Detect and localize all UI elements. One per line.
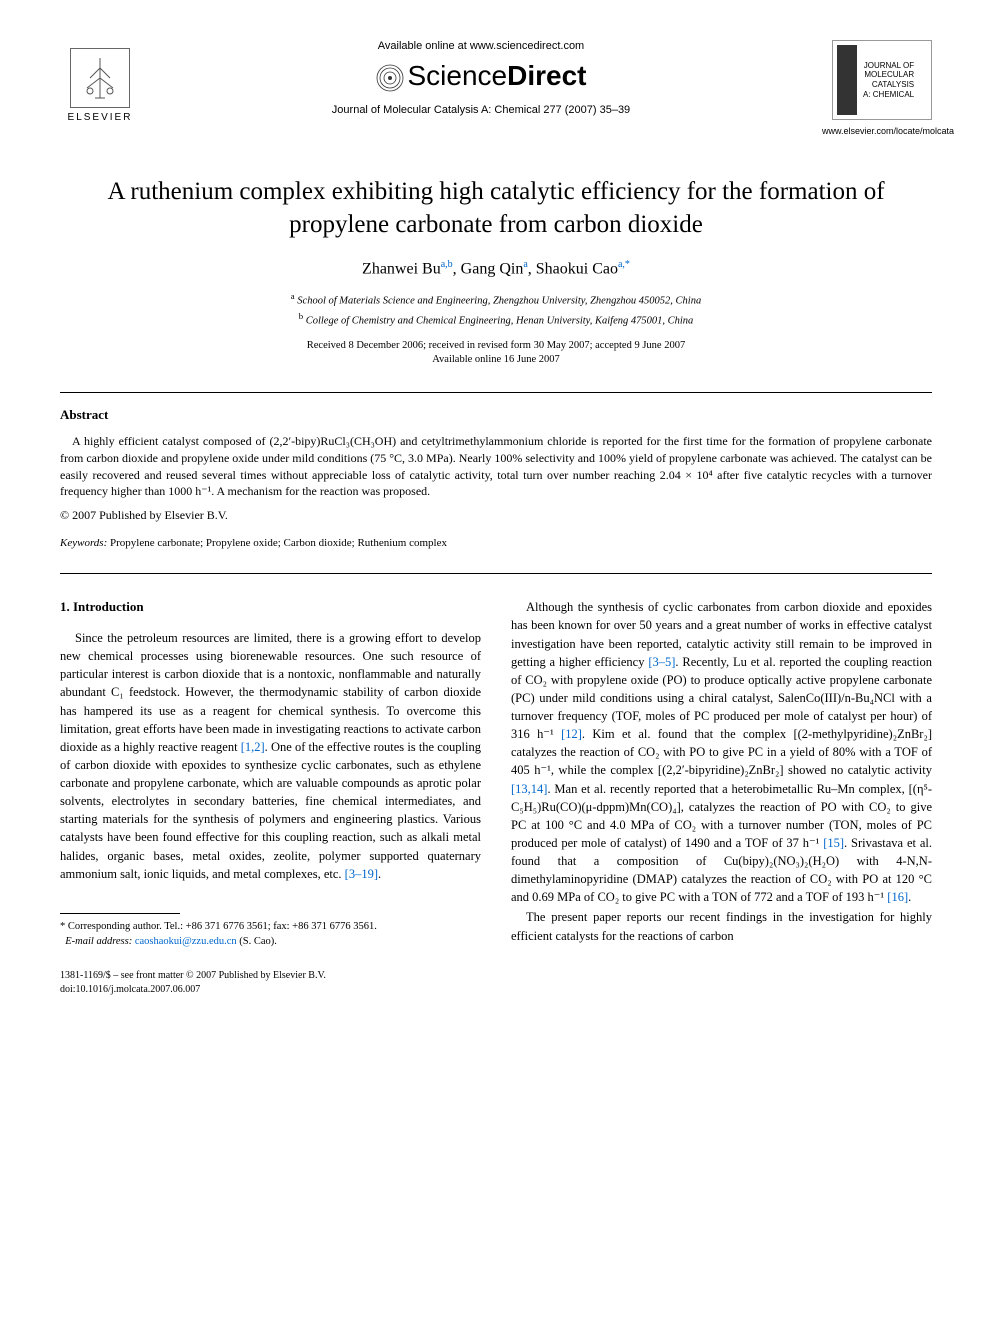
sciencedirect-icon [376,64,404,92]
footer-line2: doi:10.1016/j.molcata.2007.06.007 [60,983,932,997]
c2p1-f: . [908,890,911,904]
sd-suffix: Direct [507,60,586,91]
ref-link-3-19[interactable]: [3–19] [345,867,378,881]
footer-line1: 1381-1169/$ – see front matter © 2007 Pu… [60,969,932,983]
column-left: 1. Introduction Since the petroleum reso… [60,598,481,949]
page-header: ELSEVIER Available online at www.science… [60,40,932,136]
col2-para-2: The present paper reports our recent fin… [511,908,932,944]
keywords-line: Keywords: Propylene carbonate; Propylene… [60,537,932,549]
keywords-text: Propylene carbonate; Propylene oxide; Ca… [110,537,447,549]
section-1-heading: 1. Introduction [60,598,481,617]
author-3: Shaokui Cao [536,260,618,277]
affiliation-b: College of Chemistry and Chemical Engine… [306,315,694,326]
abstract-copyright: © 2007 Published by Elsevier B.V. [60,508,932,523]
divider-bottom [60,573,932,574]
author-2-affil: a [523,259,527,270]
ref-link-3-5[interactable]: [3–5] [648,655,675,669]
author-1-affil: a,b [441,259,453,270]
header-center: Available online at www.sciencedirect.co… [140,40,822,116]
cover-line1: JOURNAL OF [863,61,914,71]
sd-prefix: Science [408,60,508,91]
author-1: Zhanwei Bu [362,260,441,277]
article-dates: Received 8 December 2006; received in re… [60,339,932,368]
elsevier-logo: ELSEVIER [60,40,140,130]
divider-top [60,392,932,393]
intro-para-1: Since the petroleum resources are limite… [60,629,481,883]
journal-reference: Journal of Molecular Catalysis A: Chemic… [160,104,802,116]
cover-line3: CATALYSIS [863,80,914,90]
cover-line4: A: CHEMICAL [863,90,914,100]
p1-text-c: . [378,867,381,881]
received-date: Received 8 December 2006; received in re… [60,339,932,354]
footnote-divider [60,913,180,914]
journal-cover-thumbnail: JOURNAL OF MOLECULAR CATALYSIS A: CHEMIC… [832,40,932,120]
cover-stripe [837,45,857,115]
footnote-line1: * Corresponding author. Tel.: +86 371 67… [60,920,481,935]
ref-link-1-2[interactable]: [1,2] [241,740,265,754]
affiliation-a: School of Materials Science and Engineer… [297,296,701,307]
elsevier-tree-icon [70,48,130,108]
affiliations: a School of Materials Science and Engine… [60,290,932,328]
ref-link-12[interactable]: [12] [561,727,582,741]
abstract-text: A highly efficient catalyst composed of … [60,433,932,500]
elsevier-label: ELSEVIER [68,112,133,123]
sciencedirect-logo: ScienceDirect [160,60,802,92]
keywords-label: Keywords: [60,537,107,549]
online-date: Available online 16 June 2007 [60,353,932,368]
abstract-heading: Abstract [60,407,932,423]
ref-link-13-14[interactable]: [13,14] [511,782,547,796]
email-label: E-mail address: [65,936,132,947]
ref-link-16[interactable]: [16] [887,890,908,904]
cover-line2: MOLECULAR [863,70,914,80]
col2-para-1: Although the synthesis of cyclic carbona… [511,598,932,906]
article-title: A ruthenium complex exhibiting high cata… [106,176,886,241]
authors-line: Zhanwei Bua,b, Gang Qina, Shaokui Caoa,* [60,259,932,278]
journal-cover-block: JOURNAL OF MOLECULAR CATALYSIS A: CHEMIC… [822,40,932,136]
author-2: Gang Qin [461,260,524,277]
page-footer: 1381-1169/$ – see front matter © 2007 Pu… [60,969,932,997]
available-online-text: Available online at www.sciencedirect.co… [160,40,802,52]
author-3-affil: a,* [618,259,630,270]
body-columns: 1. Introduction Since the petroleum reso… [60,598,932,949]
email-link[interactable]: caoshaokui@zzu.edu.cn [135,936,237,947]
ref-link-15[interactable]: [15] [823,836,844,850]
p1-text-b: . One of the effective routes is the cou… [60,740,481,881]
footnote-email-line: E-mail address: caoshaokui@zzu.edu.cn (S… [60,935,481,950]
cover-title-text: JOURNAL OF MOLECULAR CATALYSIS A: CHEMIC… [863,61,914,99]
journal-url: www.elsevier.com/locate/molcata [822,126,932,136]
p1-text-a: Since the petroleum resources are limite… [60,631,481,754]
corresponding-footnote: * Corresponding author. Tel.: +86 371 67… [60,920,481,949]
column-right: Although the synthesis of cyclic carbona… [511,598,932,949]
email-suffix: (S. Cao). [239,936,277,947]
